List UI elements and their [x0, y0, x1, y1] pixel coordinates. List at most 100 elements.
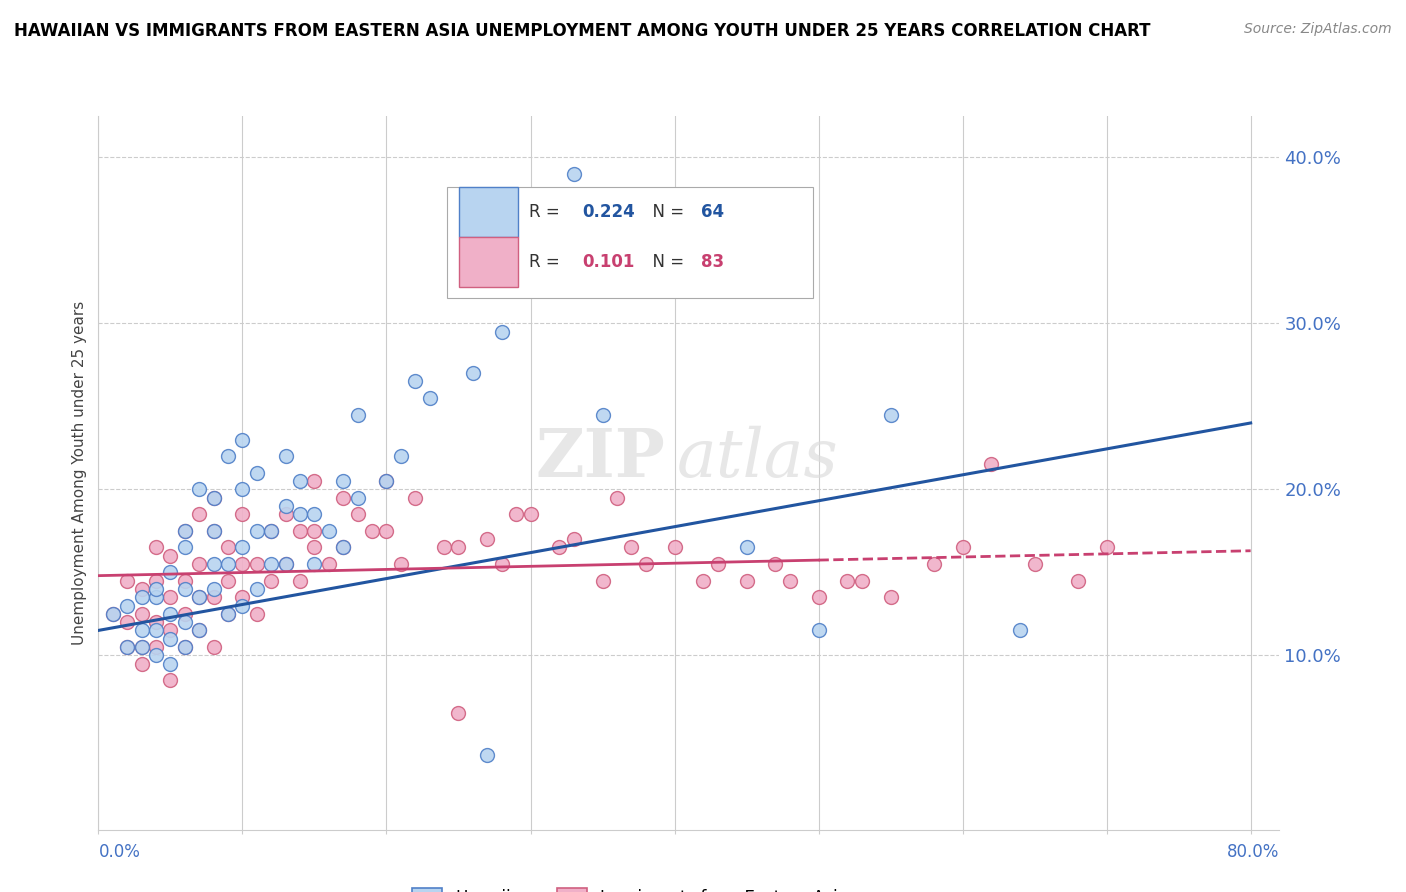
- Point: [202, 591, 225, 605]
- Point: [159, 566, 181, 580]
- Point: [188, 591, 211, 605]
- Text: N =: N =: [641, 203, 689, 221]
- Point: [246, 582, 269, 596]
- Point: [274, 557, 297, 571]
- Point: [217, 607, 239, 621]
- Point: [477, 747, 499, 762]
- Text: atlas: atlas: [678, 425, 839, 491]
- Point: [173, 524, 195, 538]
- Point: [1024, 557, 1046, 571]
- Point: [217, 541, 239, 555]
- Point: [246, 557, 269, 571]
- Point: [131, 657, 153, 671]
- Point: [274, 557, 297, 571]
- Point: [159, 607, 181, 621]
- Point: [131, 582, 153, 596]
- Point: [202, 557, 225, 571]
- Point: [202, 582, 225, 596]
- Point: [188, 624, 211, 638]
- Point: [131, 640, 153, 654]
- Point: [304, 557, 326, 571]
- Point: [159, 632, 181, 646]
- Point: [188, 557, 211, 571]
- Text: HAWAIIAN VS IMMIGRANTS FROM EASTERN ASIA UNEMPLOYMENT AMONG YOUTH UNDER 25 YEARS: HAWAIIAN VS IMMIGRANTS FROM EASTERN ASIA…: [14, 22, 1150, 40]
- Point: [1067, 574, 1090, 588]
- Point: [173, 582, 195, 596]
- Point: [304, 508, 326, 522]
- Point: [879, 408, 901, 422]
- Point: [807, 591, 830, 605]
- Point: [288, 574, 311, 588]
- Point: [246, 466, 269, 480]
- Point: [346, 508, 368, 522]
- Point: [318, 557, 340, 571]
- Point: [288, 474, 311, 488]
- Point: [389, 557, 412, 571]
- Text: R =: R =: [530, 253, 565, 271]
- Point: [217, 449, 239, 463]
- Point: [217, 557, 239, 571]
- Point: [332, 541, 354, 555]
- Legend: Hawaiians, Immigrants from Eastern Asia: Hawaiians, Immigrants from Eastern Asia: [405, 881, 855, 892]
- Point: [361, 524, 384, 538]
- Point: [260, 557, 283, 571]
- Point: [304, 524, 326, 538]
- Point: [217, 574, 239, 588]
- Point: [115, 640, 138, 654]
- Point: [145, 640, 167, 654]
- Point: [592, 408, 614, 422]
- Point: [447, 706, 470, 721]
- Text: R =: R =: [530, 203, 565, 221]
- Point: [404, 491, 426, 505]
- Point: [274, 449, 297, 463]
- Point: [188, 483, 211, 497]
- Point: [131, 591, 153, 605]
- Point: [779, 574, 801, 588]
- Point: [231, 508, 253, 522]
- Point: [288, 524, 311, 538]
- Point: [231, 541, 253, 555]
- Point: [837, 574, 859, 588]
- Point: [145, 574, 167, 588]
- Point: [202, 640, 225, 654]
- Point: [159, 624, 181, 638]
- Point: [173, 615, 195, 629]
- Point: [1095, 541, 1118, 555]
- Point: [101, 607, 124, 621]
- Point: [115, 574, 138, 588]
- Point: [202, 524, 225, 538]
- Point: [491, 557, 513, 571]
- Text: 0.101: 0.101: [582, 253, 636, 271]
- Point: [461, 366, 484, 380]
- Text: ZIP: ZIP: [536, 426, 665, 491]
- Point: [389, 449, 412, 463]
- Point: [664, 541, 686, 555]
- Point: [115, 640, 138, 654]
- Point: [562, 532, 585, 546]
- Point: [922, 557, 945, 571]
- Point: [231, 557, 253, 571]
- Point: [274, 499, 297, 513]
- Point: [145, 615, 167, 629]
- Point: [115, 599, 138, 613]
- Point: [318, 524, 340, 538]
- Point: [101, 607, 124, 621]
- Point: [304, 474, 326, 488]
- Point: [375, 474, 398, 488]
- Point: [879, 591, 901, 605]
- Point: [217, 607, 239, 621]
- Text: 0.224: 0.224: [582, 203, 636, 221]
- Point: [807, 624, 830, 638]
- Point: [735, 574, 758, 588]
- Point: [346, 408, 368, 422]
- Point: [188, 508, 211, 522]
- Point: [231, 591, 253, 605]
- Point: [519, 508, 541, 522]
- Point: [851, 574, 873, 588]
- Point: [188, 624, 211, 638]
- Point: [260, 574, 283, 588]
- Point: [202, 491, 225, 505]
- Y-axis label: Unemployment Among Youth under 25 years: Unemployment Among Youth under 25 years: [72, 301, 87, 645]
- Point: [375, 474, 398, 488]
- Point: [202, 524, 225, 538]
